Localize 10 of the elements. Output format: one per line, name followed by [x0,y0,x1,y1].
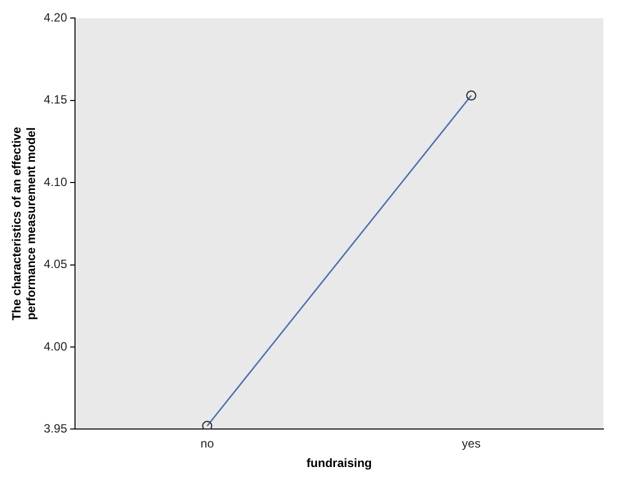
y-tick-label: 4.05 [44,257,68,272]
y-tick-label: 4.00 [44,339,68,354]
x-tick-label: no [200,436,214,451]
y-tick-label: 3.95 [44,422,68,436]
y-tick-label: 4.20 [44,10,68,25]
x-axis-title: fundraising [306,456,372,470]
y-axis-title: The characteristics of an effective performance measurement model [10,126,38,320]
y-tick-label: 4.10 [44,174,68,189]
x-tick-label: yes [462,436,481,451]
y-tick-label: 4.15 [44,92,68,107]
